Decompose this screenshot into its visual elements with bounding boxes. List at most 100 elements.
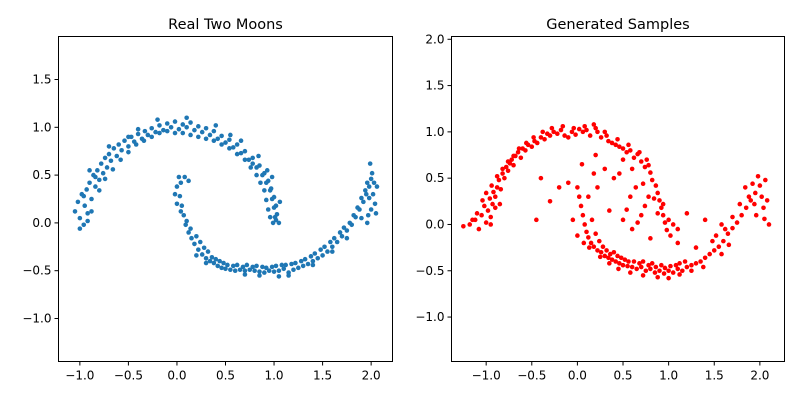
real-moons-point bbox=[174, 184, 180, 189]
real-moons-point bbox=[180, 122, 186, 127]
real-moons-point bbox=[369, 170, 375, 176]
generated-samples-point bbox=[591, 171, 597, 176]
generated-samples-point bbox=[476, 226, 482, 232]
generated-samples-x-tick-label: 1.5 bbox=[705, 369, 724, 383]
real-moons-point bbox=[256, 153, 261, 159]
real-moons-point bbox=[240, 264, 246, 270]
real-moons-point bbox=[181, 212, 187, 218]
generated-samples-point bbox=[646, 262, 651, 268]
generated-samples-point bbox=[593, 125, 598, 131]
generated-samples-point bbox=[725, 231, 731, 237]
real-moons-point bbox=[298, 258, 304, 264]
generated-samples-point bbox=[523, 148, 528, 153]
real-moons-point bbox=[176, 174, 182, 180]
real-moons-point bbox=[366, 184, 372, 189]
generated-samples-point bbox=[655, 190, 660, 196]
generated-samples-point bbox=[483, 220, 489, 225]
real-moons-point bbox=[184, 218, 189, 224]
real-moons-point bbox=[312, 251, 318, 256]
generated-samples-point bbox=[595, 185, 600, 190]
generated-samples-point bbox=[629, 166, 635, 172]
real-moons-point bbox=[257, 163, 262, 168]
real-moons-point bbox=[244, 262, 250, 268]
real-moons-point bbox=[209, 255, 215, 260]
generated-samples-point bbox=[500, 166, 505, 172]
generated-samples-point bbox=[597, 254, 603, 260]
real-moons-point bbox=[250, 161, 255, 166]
generated-samples-point bbox=[497, 201, 503, 207]
real-moons-point bbox=[176, 126, 182, 132]
real-moons-point bbox=[230, 263, 236, 269]
generated-samples-point bbox=[673, 262, 679, 268]
generated-samples-point bbox=[593, 231, 598, 237]
real-moons-point bbox=[267, 214, 273, 220]
generated-samples-point bbox=[562, 133, 567, 138]
generated-samples-point bbox=[586, 245, 592, 250]
real-moons-point bbox=[106, 151, 112, 157]
generated-samples-point bbox=[657, 198, 662, 203]
real-moons-point bbox=[215, 136, 221, 142]
real-moons-x-tick-label: 1.5 bbox=[313, 369, 332, 383]
generated-samples-point bbox=[488, 222, 494, 227]
real-moons-point bbox=[188, 132, 193, 138]
real-moons-point bbox=[246, 157, 252, 163]
real-moons-point bbox=[196, 247, 201, 252]
real-moons-point bbox=[366, 195, 372, 201]
generated-samples-point bbox=[721, 238, 726, 244]
generated-samples-point bbox=[742, 185, 748, 190]
real-moons-x-tick-label: 0.5 bbox=[216, 369, 235, 383]
generated-samples-point bbox=[542, 136, 547, 142]
generated-samples-point bbox=[750, 181, 755, 187]
real-moons-point bbox=[207, 132, 213, 138]
real-moons-point bbox=[188, 120, 193, 125]
generated-samples-point bbox=[479, 212, 484, 218]
generated-samples-point bbox=[617, 171, 622, 176]
generated-samples-point bbox=[531, 135, 536, 140]
real-moons-point bbox=[368, 207, 374, 212]
generated-samples-point bbox=[611, 249, 617, 255]
real-moons-points bbox=[72, 115, 380, 279]
real-moons-point bbox=[355, 205, 360, 210]
generated-samples-point bbox=[702, 217, 708, 223]
generated-samples-point bbox=[534, 217, 539, 223]
real-moons-point bbox=[180, 130, 186, 136]
real-moons-point bbox=[250, 264, 255, 270]
generated-samples-y-tick-label: −0.5 bbox=[415, 264, 444, 278]
real-moons-point bbox=[217, 258, 222, 264]
generated-samples-point bbox=[646, 194, 651, 199]
generated-samples-point bbox=[598, 135, 604, 140]
generated-samples-point bbox=[582, 222, 587, 227]
generated-samples-point bbox=[659, 205, 664, 211]
generated-samples-point bbox=[648, 266, 653, 272]
generated-samples-point bbox=[584, 229, 589, 235]
real-moons-point bbox=[172, 191, 178, 197]
generated-samples-point bbox=[737, 201, 743, 207]
generated-samples-y-tick-label: 0.0 bbox=[425, 217, 444, 231]
real-moons-point bbox=[126, 149, 131, 155]
generated-samples-point bbox=[511, 162, 516, 168]
generated-samples-point bbox=[644, 157, 650, 162]
real-moons-point bbox=[215, 263, 221, 269]
generated-samples-point bbox=[624, 207, 629, 212]
real-moons-point bbox=[178, 209, 184, 214]
real-moons-point bbox=[371, 180, 377, 186]
generated-samples-point bbox=[707, 251, 712, 257]
generated-samples-point bbox=[753, 190, 758, 196]
real-moons-point bbox=[270, 220, 276, 226]
generated-samples-point bbox=[766, 222, 772, 227]
real-moons-panel: Real Two Moons −1.0 −0.5 0.0 0.5 1.0 1.5 2.0 −… bbox=[22, 17, 393, 383]
real-moons-x-tick-label: −0.5 bbox=[114, 369, 143, 383]
generated-samples-point bbox=[640, 273, 646, 278]
generated-samples-point bbox=[730, 225, 735, 231]
real-moons-point bbox=[116, 142, 121, 147]
real-moons-point bbox=[199, 129, 205, 135]
generated-samples-point bbox=[762, 216, 767, 222]
real-moons-point bbox=[269, 264, 275, 270]
generated-samples-point bbox=[628, 148, 633, 153]
generated-samples-point bbox=[637, 261, 642, 266]
generated-samples-point bbox=[580, 212, 586, 218]
real-moons-point bbox=[87, 168, 92, 173]
real-moons-point bbox=[264, 168, 270, 173]
real-moons-point bbox=[194, 253, 199, 258]
real-moons-point bbox=[250, 155, 255, 161]
